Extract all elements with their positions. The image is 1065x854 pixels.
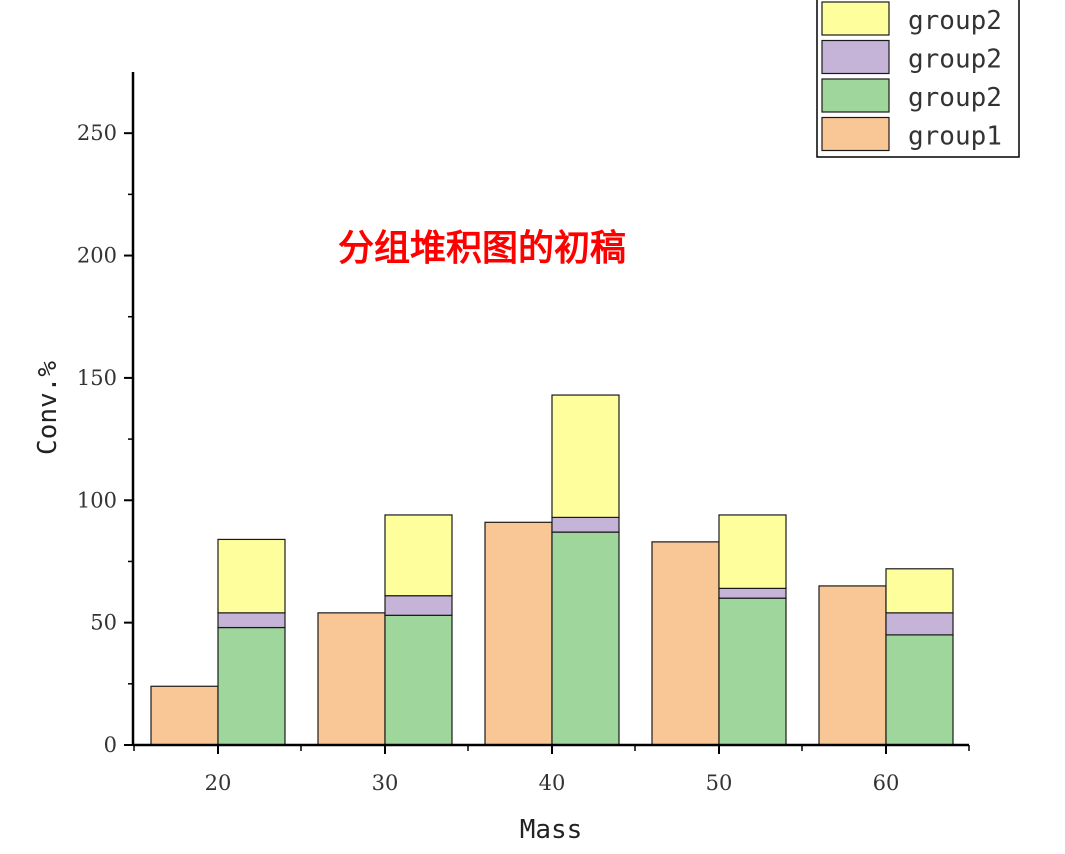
bar-30-right-0 [384, 614, 453, 746]
bar-20-left-0 [150, 685, 219, 746]
legend-swatch [821, 116, 890, 152]
bar-20-right-2 [217, 538, 286, 614]
x-tick-label: 40 [539, 771, 566, 795]
bar-30-left-0 [317, 612, 386, 746]
bar-50-right-2 [718, 514, 787, 589]
legend-label: group1 [908, 122, 1002, 152]
y-tick-label: 250 [77, 121, 117, 145]
legend-label: group2 [908, 45, 1002, 75]
chart-annotation: 分组堆积图的初稿 [338, 228, 626, 269]
bar-60-right-0 [885, 634, 954, 746]
x-tick-label: 20 [205, 771, 232, 795]
bar-40-right-2 [551, 394, 620, 519]
x-tick-label: 30 [372, 771, 399, 795]
legend-swatch [821, 39, 890, 75]
bar-40-left-0 [484, 521, 553, 746]
x-tick-label: 60 [873, 771, 900, 795]
bar-60-left-0 [818, 585, 887, 746]
bar-50-right-1 [718, 587, 787, 599]
x-tick-label: 50 [706, 771, 733, 795]
y-axis-title: Conv.% [33, 361, 63, 455]
bar-30-right-2 [384, 514, 453, 597]
y-tick-label: 200 [77, 244, 117, 268]
y-tick-label: 150 [77, 366, 117, 390]
legend-label: group2 [908, 83, 1002, 113]
bar-30-right-1 [384, 595, 453, 616]
bar-20-right-0 [217, 626, 286, 746]
y-tick-label: 50 [90, 611, 117, 635]
ticks-layer: 0 50 100 150 200 250 20 30 40 50 60 [77, 121, 970, 795]
bar-40-right-0 [551, 531, 620, 746]
legend-swatch [821, 1, 890, 36]
y-tick-label: 0 [104, 733, 117, 757]
bar-50-left-0 [651, 541, 720, 746]
bar-20-right-1 [217, 612, 286, 629]
x-axis-title: Mass [520, 815, 583, 845]
bars-layer [150, 394, 954, 746]
bar-50-right-0 [718, 597, 787, 746]
legend: group2 group2 group2 group1 [816, 0, 1020, 158]
bar-60-right-1 [885, 612, 954, 636]
bar-60-right-2 [885, 568, 954, 614]
bar-40-right-1 [551, 516, 620, 533]
legend-label: group2 [908, 6, 1002, 36]
legend-swatch [821, 78, 890, 113]
y-tick-label: 100 [77, 488, 117, 512]
